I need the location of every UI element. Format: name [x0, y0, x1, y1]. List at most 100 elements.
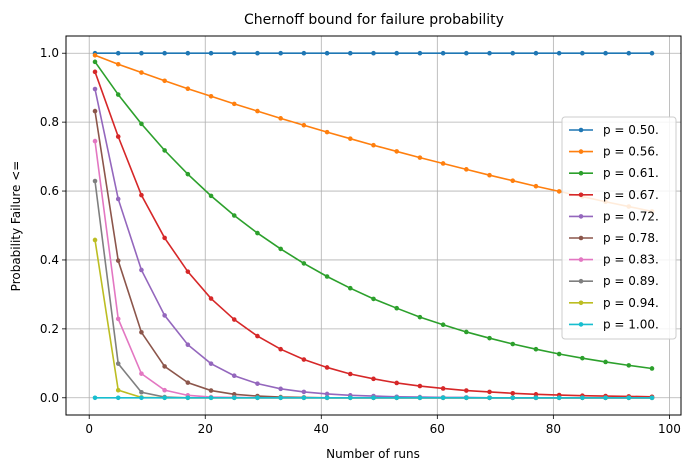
data-point	[324, 274, 330, 279]
data-point	[626, 363, 632, 368]
data-point	[464, 395, 469, 401]
y-tick-label: 0.0	[40, 391, 59, 405]
series-group	[92, 59, 655, 371]
y-tick-label: 0.6	[40, 184, 59, 198]
data-point	[255, 230, 260, 236]
data-point	[603, 50, 608, 56]
data-point	[580, 50, 585, 56]
data-point	[162, 50, 167, 56]
data-point	[580, 395, 585, 401]
data-point	[278, 50, 283, 56]
data-point	[417, 314, 423, 320]
data-point	[556, 395, 562, 401]
data-point	[626, 395, 632, 401]
data-point	[533, 392, 539, 397]
data-point	[487, 335, 492, 341]
data-point	[510, 178, 516, 184]
data-point	[231, 317, 237, 322]
data-point	[139, 121, 144, 127]
x-tick-label: 20	[198, 422, 213, 436]
data-point	[162, 78, 167, 84]
data-point	[278, 395, 283, 401]
data-point	[231, 101, 237, 107]
data-point	[556, 189, 562, 194]
data-point	[464, 50, 469, 56]
data-point	[394, 50, 400, 56]
data-point	[278, 116, 283, 121]
y-axis-label: Probability Failure <=	[9, 161, 23, 292]
data-point	[185, 86, 191, 92]
data-point	[185, 269, 191, 274]
data-point	[115, 258, 121, 263]
legend-label: p = 0.89.	[603, 274, 659, 288]
legend-swatch-marker	[578, 127, 584, 133]
legend-swatch-marker	[578, 170, 584, 176]
data-point	[510, 341, 516, 347]
data-point	[255, 333, 260, 339]
legend-swatch-marker	[578, 214, 584, 219]
data-point	[231, 373, 237, 379]
data-point	[510, 395, 516, 401]
data-point	[162, 395, 167, 401]
data-point	[208, 193, 214, 199]
legend-label: p = 0.61.	[603, 166, 659, 180]
data-point	[324, 365, 330, 370]
axis-layer: 0 20 40 60 80 100 0.0 0.2 0.4 0.6 0.8 1.0	[40, 46, 681, 436]
data-point	[301, 261, 307, 266]
data-point	[603, 395, 608, 401]
data-point	[487, 50, 492, 56]
data-point	[649, 366, 655, 371]
data-point	[580, 355, 585, 361]
data-point	[139, 330, 144, 335]
data-point	[278, 346, 283, 352]
data-point	[324, 50, 330, 56]
data-point	[324, 391, 330, 397]
legend-swatch-marker	[578, 322, 584, 327]
data-point	[603, 359, 608, 365]
data-point	[255, 395, 260, 401]
data-point	[324, 129, 330, 135]
data-point	[301, 395, 307, 401]
data-point	[394, 395, 400, 401]
data-point	[92, 178, 98, 184]
x-tick-label: 100	[658, 422, 681, 436]
data-point	[649, 50, 655, 56]
data-point	[440, 395, 446, 401]
data-point	[533, 183, 539, 189]
data-point	[347, 50, 353, 56]
data-point	[371, 376, 376, 382]
legend-label: p = 0.72.	[603, 209, 659, 223]
data-point	[115, 361, 121, 366]
chart-title: Chernoff bound for failure probability	[244, 12, 504, 28]
legend: p = 0.50. p = 0.56. p = 0.61. p = 0.67. p = …	[561, 116, 677, 340]
y-tick-label: 0.8	[40, 115, 59, 129]
data-point	[347, 371, 353, 377]
data-point	[301, 122, 307, 128]
data-point	[626, 50, 632, 56]
data-point	[139, 192, 144, 198]
data-point	[464, 167, 469, 172]
data-point	[92, 86, 98, 92]
data-point	[278, 246, 283, 252]
data-point	[301, 50, 307, 56]
data-point	[185, 395, 191, 401]
data-point	[139, 395, 144, 401]
data-point	[92, 237, 98, 243]
legend-label: p = 0.94.	[603, 296, 659, 310]
data-point	[417, 383, 423, 389]
data-point	[92, 138, 98, 144]
data-point	[533, 346, 539, 352]
data-point	[371, 50, 376, 56]
legend-label: p = 1.00.	[603, 317, 659, 331]
data-point	[139, 70, 144, 75]
y-tick-label: 0.4	[40, 253, 59, 267]
legend-label: p = 0.50.	[603, 123, 659, 137]
data-point	[162, 148, 167, 153]
data-point	[649, 395, 655, 401]
data-point	[139, 371, 144, 376]
data-point	[139, 50, 144, 56]
data-point	[440, 50, 446, 56]
data-point	[185, 171, 191, 177]
x-tick-label: 0	[85, 422, 93, 436]
data-point	[440, 386, 446, 391]
